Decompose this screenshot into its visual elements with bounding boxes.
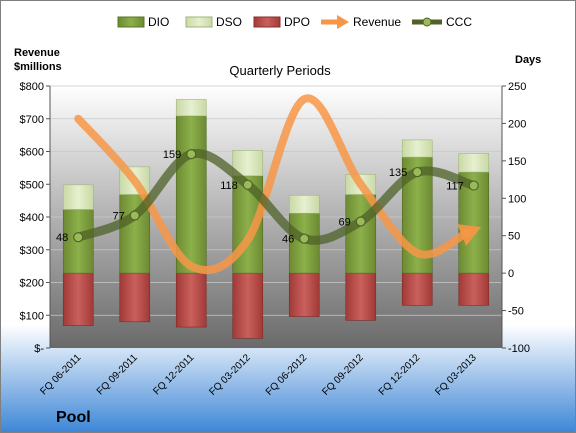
legend-swatch-revenue	[321, 15, 349, 29]
legend-label-dso: DSO	[216, 15, 242, 29]
left-tick-label: $700	[20, 114, 44, 126]
ccc-point	[73, 232, 84, 243]
bar-dio	[345, 194, 377, 274]
left-tick-label: $600	[20, 147, 44, 159]
right-axis-title: Days	[515, 54, 541, 66]
bar-dso	[401, 139, 433, 158]
ccc-point	[242, 179, 253, 190]
ccc-point	[129, 210, 140, 221]
ccc-data-label: 159	[163, 149, 181, 161]
left-tick-label: $300	[20, 245, 44, 257]
bar-dso	[458, 153, 490, 173]
bar-dio	[175, 115, 207, 274]
ccc-point	[468, 180, 479, 191]
ccc-point	[186, 149, 197, 160]
legend-swatch-dso	[185, 16, 213, 28]
left-axis-title-line2: $millions	[14, 61, 62, 73]
left-tick-label: $400	[20, 212, 44, 224]
bar-dso	[62, 184, 94, 210]
bar-dpo	[458, 272, 490, 306]
right-tick-label: -100	[508, 343, 530, 355]
bar-dpo	[288, 272, 320, 317]
bar-dpo	[401, 272, 433, 306]
bars	[62, 99, 490, 339]
legend-label-revenue: Revenue	[353, 15, 401, 29]
bar-dso	[288, 194, 320, 214]
ccc-line	[73, 148, 479, 245]
legend-label-dio: DIO	[148, 15, 169, 29]
right-tick-label: 150	[508, 156, 526, 168]
left-tick-label: $800	[20, 81, 44, 93]
ccc-data-label: 118	[220, 180, 238, 192]
ccc-data-label: 135	[389, 167, 407, 179]
right-tick-label: 250	[508, 81, 526, 93]
bar-dpo	[232, 272, 264, 339]
ccc-point	[355, 216, 366, 227]
legend-label-ccc: CCC	[446, 15, 472, 29]
left-tick-label: $500	[20, 179, 44, 191]
legend-label-dpo: DPO	[284, 15, 310, 29]
right-tick-label: 50	[508, 231, 520, 243]
left-tick-label: $100	[20, 310, 44, 322]
right-tick-label: -50	[508, 306, 524, 318]
ccc-data-label: 77	[113, 211, 125, 223]
left-axis-title-line1: Revenue	[14, 47, 60, 59]
bar-dpo	[62, 272, 94, 326]
company-name: Pool	[56, 409, 91, 426]
ccc-data-label: 117	[446, 181, 464, 193]
legend-swatch-ccc	[412, 17, 442, 27]
revenue-line	[74, 94, 471, 274]
legend-swatch-dpo	[253, 16, 281, 28]
right-tick-label: 100	[508, 193, 526, 205]
bar-dpo	[345, 272, 377, 321]
lines: 48 77 159 118 46 69 135 117	[56, 94, 482, 274]
ccc-data-label: 46	[282, 234, 294, 246]
right-tick-label: 200	[508, 118, 526, 130]
legend: DIO DSO DPO Revenue CCC	[117, 15, 472, 29]
ccc-point	[412, 166, 423, 178]
ccc-point	[299, 233, 310, 244]
legend-swatch-dio	[117, 16, 145, 28]
bar-dpo	[119, 272, 151, 323]
ccc-data-label: 48	[56, 232, 68, 244]
bar-dpo	[175, 272, 207, 328]
chart-title: Quarterly Periods	[229, 63, 331, 78]
left-tick-label: $-	[34, 343, 44, 355]
right-tick-label: 0	[508, 268, 514, 280]
left-tick-label: $200	[20, 278, 44, 290]
revenue-arrowhead	[457, 224, 482, 246]
bar-dso	[175, 99, 207, 117]
ccc-data-label: 69	[339, 216, 351, 228]
